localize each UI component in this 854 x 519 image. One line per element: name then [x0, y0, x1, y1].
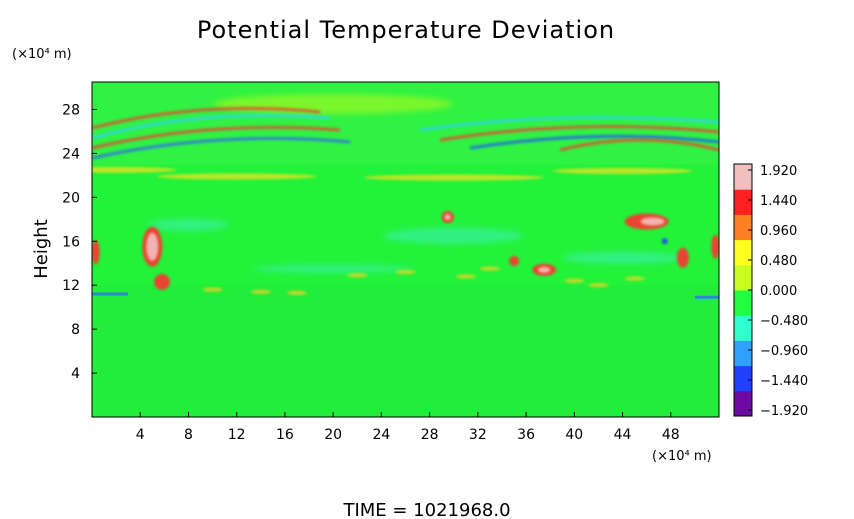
colorbar-tick-label: −1.920 [760, 404, 808, 419]
y-tick-label: 4 [71, 366, 80, 382]
y-tick-label: 28 [62, 102, 80, 118]
colorbar-tick-label: −1.440 [760, 374, 808, 389]
colorbar-band [734, 239, 752, 266]
chart-title: Potential Temperature Deviation [197, 16, 615, 44]
x-tick-label: 24 [372, 427, 390, 443]
x-tick-label: 40 [565, 427, 583, 443]
y-unit-label: (×10⁴ m) [12, 47, 72, 62]
x-tick-label: 32 [469, 427, 487, 443]
y-axis-ticks: 4 8 12 16 20 24 28 [62, 102, 97, 382]
x-tick-label: 28 [421, 427, 439, 443]
colorbar-band [734, 290, 752, 316]
x-tick-label: 48 [662, 427, 680, 443]
y-tick-label: 8 [71, 322, 80, 338]
x-unit-label: (×10⁴ m) [652, 449, 712, 464]
x-tick-label: 16 [276, 427, 294, 443]
colorbar-band [734, 164, 752, 190]
y-tick-label: 24 [62, 146, 80, 162]
colorbar-band [734, 189, 752, 215]
x-tick-label: 20 [324, 427, 342, 443]
colorbar-tick-label: 0.480 [760, 254, 797, 269]
colorbar-band [734, 214, 752, 241]
colorbar-band [734, 365, 752, 392]
colorbar: 1.920 1.440 0.960 0.480 0.000 −0.480 −0.960 −1.… [733, 163, 808, 419]
colorbar-tick-label: 0.960 [760, 224, 797, 239]
colorbar-tick-label: 1.920 [760, 164, 797, 179]
colorbar-tick-label: −0.480 [760, 314, 808, 329]
plot-frame [91, 81, 720, 418]
y-axis-label: Height [31, 219, 52, 279]
colorbar-tick-label: 1.440 [760, 194, 797, 209]
x-tick-label: 4 [136, 427, 145, 443]
x-axis-ticks: 4 8 12 16 20 24 28 32 36 40 44 48 [136, 412, 680, 443]
time-footer: TIME = 1021968.0 [342, 500, 510, 519]
colorbar-band [734, 315, 752, 341]
y-tick-label: 12 [62, 278, 80, 294]
x-tick-label: 8 [184, 427, 193, 443]
colorbar-band [734, 390, 752, 417]
colorbar-tick-label: −0.960 [760, 344, 808, 359]
y-tick-label: 16 [62, 234, 80, 250]
x-tick-label: 36 [517, 427, 535, 443]
x-tick-label: 12 [228, 427, 246, 443]
heatmap-field [92, 82, 719, 417]
colorbar-band [734, 264, 752, 291]
colorbar-tick-label: 0.000 [760, 284, 797, 299]
x-tick-label: 44 [614, 427, 632, 443]
colorbar-band [734, 340, 752, 367]
y-tick-label: 20 [62, 190, 80, 206]
